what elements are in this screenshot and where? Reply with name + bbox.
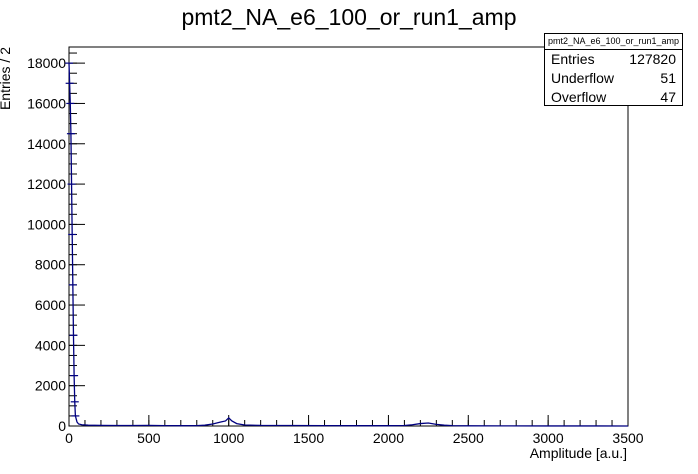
y-tick-label: 16000 bbox=[27, 95, 66, 111]
histogram-series-line bbox=[68, 63, 629, 427]
stats-box-title: pmt2_NA_e6_100_or_run1_amp bbox=[545, 34, 682, 50]
y-axis: 0 2000 4000 6000 8000 10000 12000 14000 16000 180… bbox=[27, 52, 85, 434]
stats-row-underflow: Underflow 51 bbox=[545, 69, 682, 88]
stats-row-overflow: Overflow 47 bbox=[545, 88, 682, 107]
y-tick-label: 4000 bbox=[35, 337, 66, 353]
stats-box: pmt2_NA_e6_100_or_run1_amp Entries 12782… bbox=[544, 33, 683, 106]
stats-row-entries: Entries 127820 bbox=[545, 50, 682, 69]
y-tick-label: 2000 bbox=[35, 378, 66, 394]
x-tick-label: 1500 bbox=[293, 430, 324, 446]
y-tick-label: 0 bbox=[58, 418, 66, 434]
stats-label: Underflow bbox=[551, 70, 615, 86]
x-tick-label: 1000 bbox=[213, 430, 244, 446]
stats-value: 47 bbox=[660, 89, 676, 105]
y-tick-label: 18000 bbox=[27, 55, 66, 71]
stats-value: 127820 bbox=[629, 51, 676, 67]
x-tick-label: 2500 bbox=[453, 430, 484, 446]
y-tick-label: 14000 bbox=[27, 136, 66, 152]
y-axis-label: Entries / 2 bbox=[0, 47, 13, 110]
histogram-error-marks bbox=[65, 62, 80, 417]
stats-label: Overflow bbox=[551, 89, 607, 105]
x-tick-label: 3500 bbox=[612, 430, 643, 446]
y-tick-label: 8000 bbox=[35, 257, 66, 273]
y-tick-label: 10000 bbox=[27, 216, 66, 232]
x-tick-label: 2000 bbox=[373, 430, 404, 446]
x-tick-label: 0 bbox=[65, 430, 73, 446]
stats-label: Entries bbox=[551, 51, 595, 67]
chart-title: pmt2_NA_e6_100_or_run1_amp bbox=[181, 4, 517, 30]
x-tick-label: 3000 bbox=[533, 430, 564, 446]
x-axis-label: Amplitude [a.u.] bbox=[530, 445, 627, 461]
x-tick-label: 500 bbox=[137, 430, 161, 446]
stats-value: 51 bbox=[660, 70, 676, 86]
y-tick-label: 12000 bbox=[27, 176, 66, 192]
x-axis: 0 500 1000 1500 2000 2500 3000 3500 bbox=[65, 415, 644, 446]
y-tick-label: 6000 bbox=[35, 297, 66, 313]
